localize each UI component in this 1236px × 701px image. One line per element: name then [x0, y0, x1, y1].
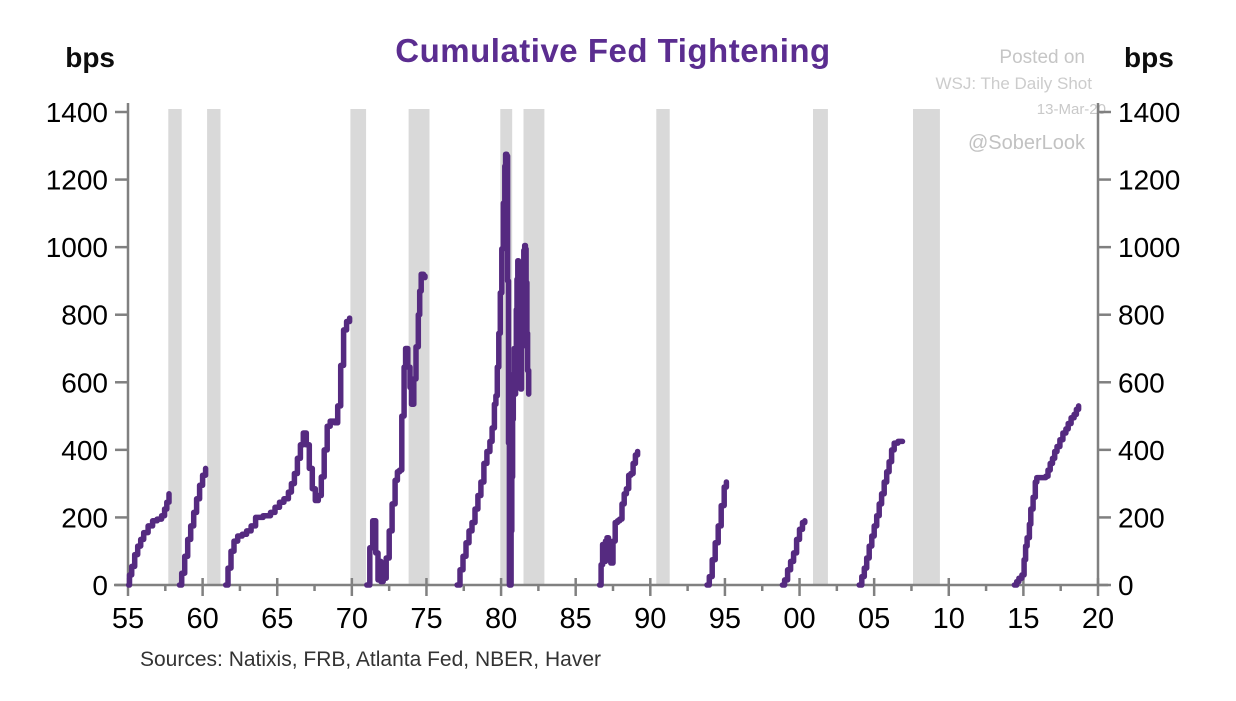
watermark: Posted on WSJ: The Daily Shot 13-Mar-20 … — [935, 47, 1106, 154]
x-tick-label: 85 — [560, 603, 592, 635]
y-tick-label-left: 400 — [61, 435, 108, 466]
sources-note: Sources: Natixis, FRB, Atlanta Fed, NBER… — [140, 648, 601, 671]
x-tick-label: 05 — [858, 603, 890, 635]
series-line-cycle-1961-69 — [222, 315, 353, 588]
recession-band — [168, 109, 182, 585]
left-axis-unit-label: bps — [65, 42, 115, 73]
y-tick-label-right: 1000 — [1118, 232, 1180, 263]
y-tick-label-right: 0 — [1118, 570, 1134, 601]
x-tick-label: 90 — [634, 603, 666, 635]
chart-title: Cumulative Fed Tightening — [395, 32, 830, 69]
x-tick-label: 75 — [410, 603, 442, 635]
x-tick-label: 20 — [1082, 603, 1114, 635]
y-tick-label-left: 0 — [92, 570, 108, 601]
x-tick-label: 95 — [709, 603, 741, 635]
series-line-cycle-1980-81 — [507, 242, 532, 588]
y-tick-label-left: 800 — [61, 300, 108, 331]
x-tick-label: 60 — [186, 603, 218, 635]
series-line-cycle-1994-95 — [704, 479, 730, 588]
y-tick-label-left: 1400 — [46, 97, 108, 128]
recession-band — [523, 109, 545, 585]
watermark-soberlook-handle: @SoberLook — [968, 132, 1086, 154]
y-tick-label-right: 400 — [1118, 435, 1165, 466]
watermark-date: 13-Mar-20 — [1037, 101, 1106, 118]
x-tick-label: 15 — [1007, 603, 1039, 635]
y-tick-label-left: 600 — [61, 367, 108, 398]
series-line-cycle-1987-89 — [596, 448, 641, 588]
y-tick-label-right: 800 — [1118, 300, 1165, 331]
y-tick-label-left: 200 — [61, 502, 108, 533]
right-axis-unit-label: bps — [1124, 42, 1174, 73]
recession-band — [656, 109, 670, 585]
series-line-cycle-1955-57 — [125, 491, 172, 588]
y-tick-label-right: 1400 — [1118, 97, 1180, 128]
y-tick-label-right: 200 — [1118, 502, 1165, 533]
y-tick-label-right: 600 — [1118, 367, 1165, 398]
y-tick-label-right: 1200 — [1118, 165, 1180, 196]
y-tick-label-left: 1200 — [46, 165, 108, 196]
x-tick-label: 00 — [783, 603, 815, 635]
watermark-posted-on: Posted on — [999, 47, 1085, 68]
series-line-cycle-2004-06 — [856, 438, 906, 588]
series-line-cycle-1971-74 — [364, 271, 428, 588]
y-tick-label-left: 1000 — [46, 232, 108, 263]
x-tick-label: 55 — [112, 603, 144, 635]
series-line-cycle-1999-00 — [779, 518, 808, 588]
recession-band — [350, 109, 367, 585]
x-tick-label: 70 — [336, 603, 368, 635]
recession-band — [207, 109, 221, 585]
x-tick-label: 10 — [933, 603, 965, 635]
x-tick-label: 65 — [261, 603, 293, 635]
recession-band — [813, 109, 828, 585]
x-tick-label: 80 — [485, 603, 517, 635]
series-line-cycle-1977-80 — [454, 151, 513, 588]
series-line-cycle-1958-59 — [176, 465, 209, 588]
recession-band — [913, 109, 940, 585]
watermark-wsj-daily-shot: WSJ: The Daily Shot — [935, 74, 1092, 93]
series-line-cycle-2015-18 — [1011, 403, 1082, 588]
